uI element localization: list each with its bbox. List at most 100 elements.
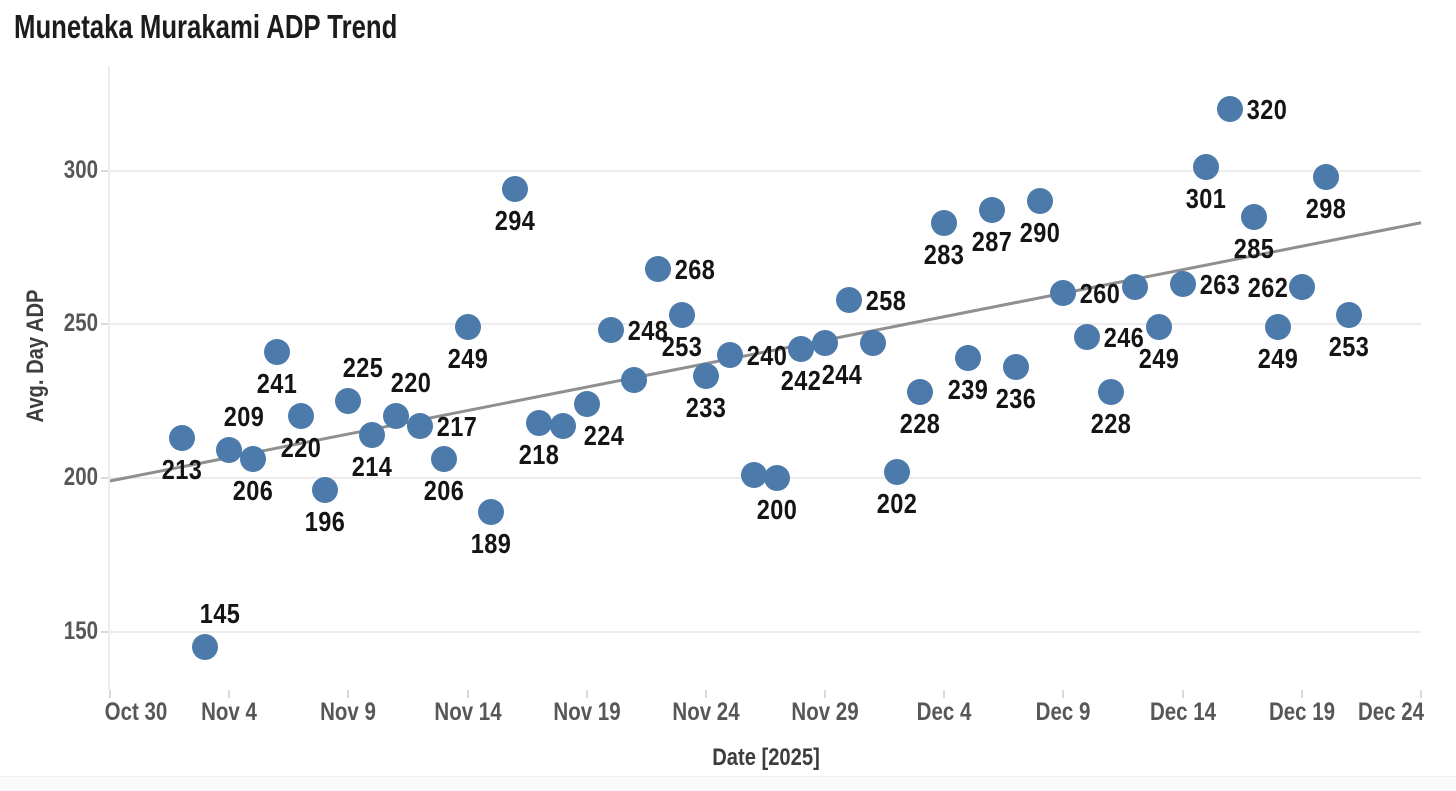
data-point <box>1121 274 1148 301</box>
data-point-label: 246 <box>1104 321 1145 353</box>
data-point-label: 228 <box>1090 407 1132 439</box>
y-tick-label: 300 <box>63 155 98 184</box>
x-tick-label: Nov 24 <box>672 698 740 726</box>
data-point <box>978 197 1005 224</box>
data-point-label: 249 <box>447 343 488 375</box>
data-point-label: 285 <box>1233 232 1275 264</box>
data-point-label: 145 <box>200 597 241 629</box>
data-point <box>311 477 338 504</box>
x-tick-label: Nov 19 <box>553 698 621 726</box>
data-point-label: 294 <box>494 204 536 236</box>
data-point-label: 240 <box>746 339 787 371</box>
data-point-label: 196 <box>304 506 345 538</box>
data-point <box>716 341 743 368</box>
gridline <box>110 323 1421 326</box>
x-tick-mark <box>824 690 827 698</box>
x-tick-label: Dec 4 <box>916 698 972 726</box>
data-point <box>168 424 195 451</box>
x-tick-label: Dec 24 <box>1357 698 1425 726</box>
data-point <box>1336 301 1363 328</box>
data-point-label: 206 <box>423 475 464 507</box>
data-point-label: 233 <box>685 392 727 424</box>
data-point <box>502 175 529 202</box>
x-tick-label: Nov 29 <box>791 698 859 726</box>
data-point-label: 202 <box>876 487 917 519</box>
data-point-label: 298 <box>1305 192 1346 224</box>
data-point <box>383 403 410 430</box>
data-point <box>1193 154 1220 181</box>
data-point-label: 253 <box>1329 330 1370 362</box>
data-point <box>216 437 243 464</box>
data-point-label: 263 <box>1199 269 1240 301</box>
data-point-label: 253 <box>661 330 703 362</box>
x-tick-mark <box>1181 690 1184 698</box>
data-point <box>597 317 624 344</box>
data-point <box>1312 163 1339 190</box>
data-point-label: 283 <box>924 238 965 270</box>
x-tick-label: Dec 14 <box>1149 698 1216 726</box>
data-point <box>1145 314 1172 341</box>
x-tick-mark <box>347 690 350 698</box>
x-tick-label: Dec 9 <box>1036 698 1091 726</box>
x-tick-label: Oct 30 <box>104 698 168 726</box>
data-point <box>240 446 267 473</box>
data-point-label: 244 <box>821 358 863 390</box>
data-point <box>859 329 886 356</box>
x-tick-mark <box>466 690 469 698</box>
data-point <box>907 378 934 405</box>
chart-title: Munetaka Murakami ADP Trend <box>14 8 398 45</box>
data-point <box>645 255 672 282</box>
y-tick-label: 150 <box>63 616 98 645</box>
data-point-label: 220 <box>280 432 321 464</box>
plot-left-border <box>108 66 110 690</box>
data-point <box>549 412 576 439</box>
x-tick-mark <box>1420 690 1422 698</box>
data-point-label: 200 <box>757 493 798 525</box>
gridline <box>110 169 1421 172</box>
data-point <box>359 421 386 448</box>
data-point-label: 248 <box>627 315 668 347</box>
x-tick-mark <box>704 690 707 698</box>
data-point <box>669 301 696 328</box>
data-point-label: 260 <box>1080 278 1121 310</box>
footer-strip <box>0 776 1456 791</box>
x-tick-label: Nov 14 <box>433 698 502 726</box>
x-tick-label: Nov 9 <box>320 698 377 726</box>
x-tick-mark <box>943 690 946 698</box>
y-tick-mark <box>101 169 110 172</box>
data-point <box>931 209 958 236</box>
x-tick-mark <box>585 690 588 698</box>
data-point <box>1217 96 1244 123</box>
data-point <box>883 458 910 485</box>
data-point <box>406 412 433 439</box>
data-point-label: 262 <box>1247 272 1289 304</box>
data-point-label: 236 <box>995 383 1037 415</box>
data-point-label: 206 <box>232 475 274 507</box>
data-point <box>192 633 219 660</box>
data-point <box>1241 203 1268 230</box>
data-point-label: 213 <box>161 453 202 485</box>
data-point <box>1169 271 1196 298</box>
y-tick-label: 200 <box>63 462 98 491</box>
data-point <box>788 335 815 362</box>
data-point <box>740 461 767 488</box>
data-point <box>1098 378 1125 405</box>
data-point-label: 228 <box>900 407 941 439</box>
data-point <box>1050 280 1077 307</box>
data-point <box>812 329 839 356</box>
data-point-label: 217 <box>436 410 478 442</box>
data-point <box>955 345 982 372</box>
data-point <box>478 498 505 525</box>
x-tick-mark <box>1300 690 1303 698</box>
data-point-label: 242 <box>780 364 822 396</box>
data-point-label: 209 <box>223 401 265 433</box>
data-point <box>764 464 791 491</box>
data-point-label: 249 <box>1257 343 1299 375</box>
data-point <box>1026 188 1053 215</box>
data-point <box>526 409 553 436</box>
data-point <box>692 363 719 390</box>
y-tick-mark <box>101 630 110 633</box>
